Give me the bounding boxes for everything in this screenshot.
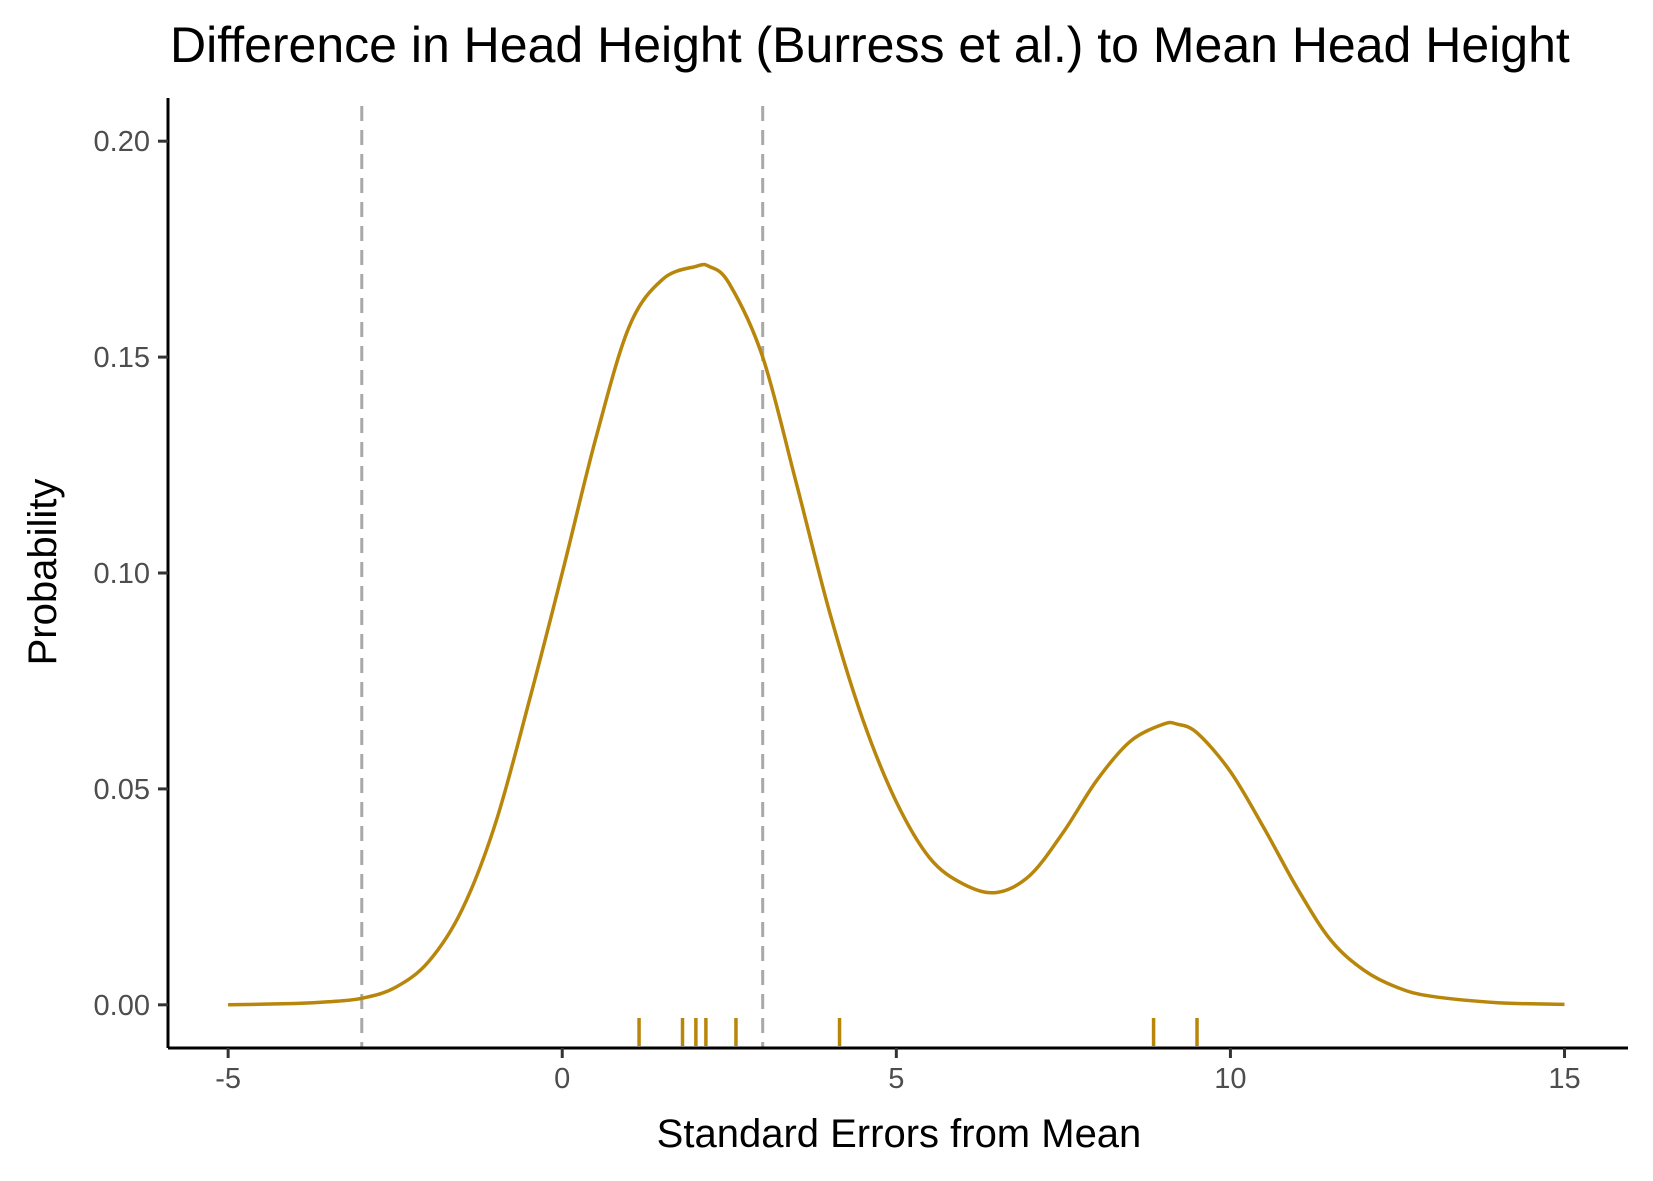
x-tick-label: 10 (1214, 1063, 1246, 1095)
x-axis-ticks: -5 0 5 10 15 (215, 1048, 1581, 1095)
y-axis-ticks: 0.00 0.05 0.10 0.15 0.20 (94, 126, 168, 1022)
y-tick-label: 0.15 (94, 342, 150, 374)
y-tick-label: 0.00 (94, 990, 150, 1022)
x-tick-label: -5 (215, 1063, 241, 1095)
x-tick-label: 0 (554, 1063, 570, 1095)
density-series (228, 262, 1565, 1007)
density-line (228, 262, 1565, 1007)
x-axis-title: Standard Errors from Mean (657, 1112, 1142, 1156)
x-tick-label: 15 (1548, 1063, 1580, 1095)
rug-marks (637, 1018, 1199, 1046)
y-tick-label: 0.10 (94, 558, 150, 590)
x-tick-label: 5 (888, 1063, 904, 1095)
y-tick-label: 0.05 (94, 774, 150, 806)
y-axis-title: Probability (21, 479, 65, 666)
chart-title: Difference in Head Height (Burress et al… (170, 17, 1570, 73)
y-tick-label: 0.20 (94, 126, 150, 158)
reference-lines (360, 106, 765, 1048)
